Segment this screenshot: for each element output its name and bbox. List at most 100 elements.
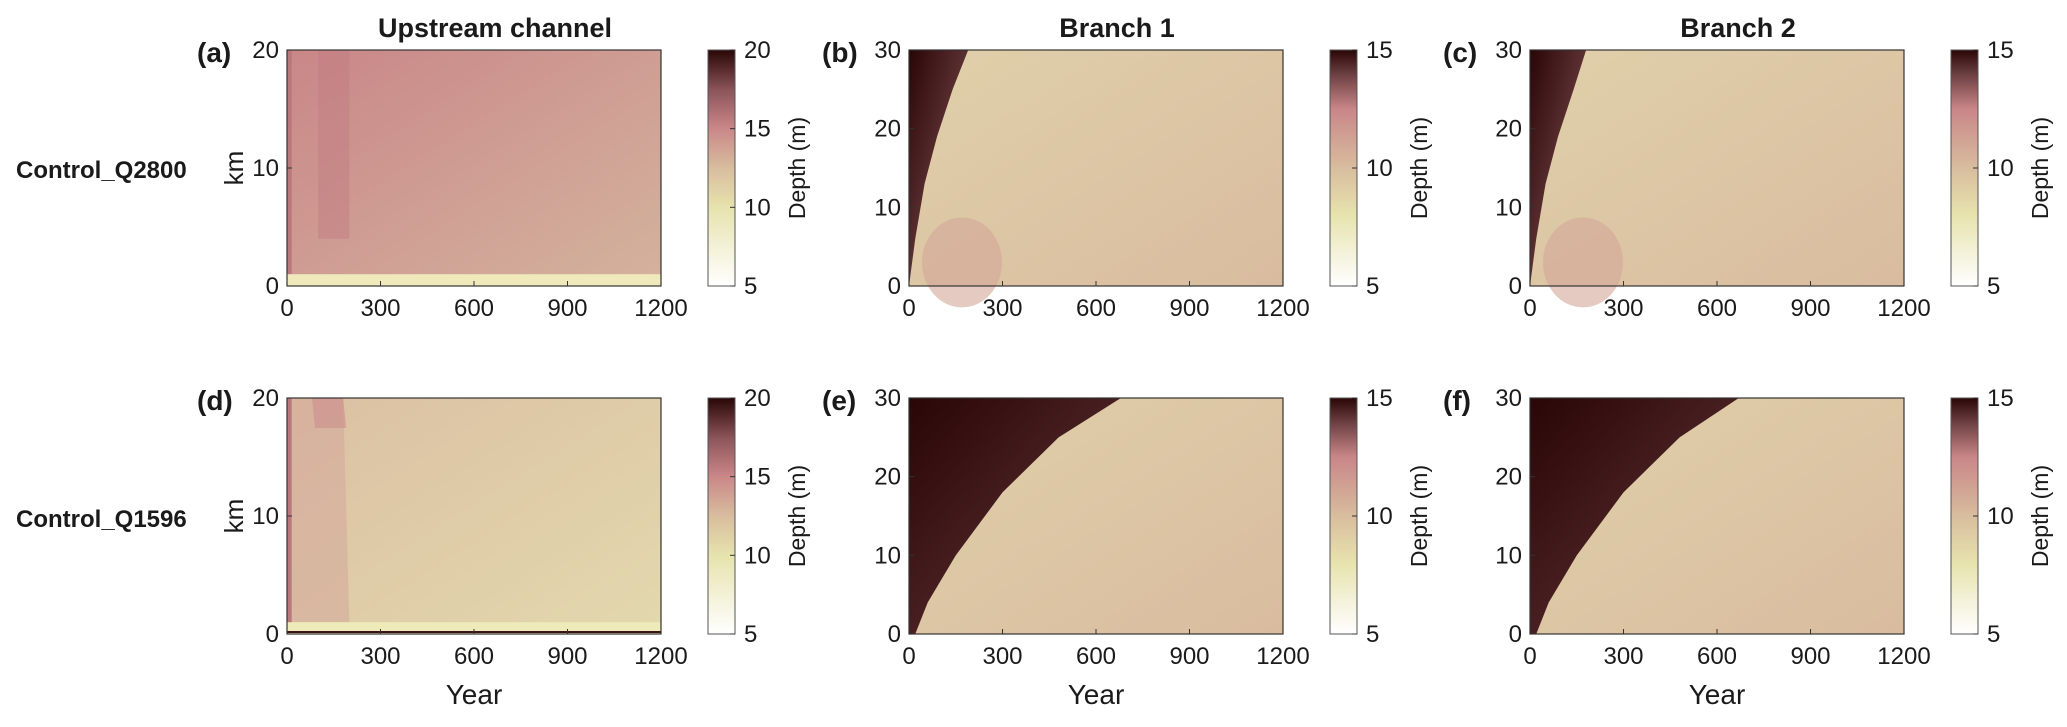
- y-tick-label: 10: [1495, 194, 1522, 221]
- x-tick-label: 900: [1790, 643, 1830, 670]
- colorbar-label: Depth (m): [2027, 117, 2053, 219]
- y-tick-label: 20: [252, 385, 279, 412]
- colorbar-tick-label: 15: [744, 116, 771, 143]
- colorbar-tick-label: 15: [1366, 37, 1393, 64]
- depth-front: [909, 398, 1121, 634]
- colorbar-tick-label: 10: [1987, 503, 2014, 530]
- x-tick-label: 600: [454, 643, 494, 670]
- y-tick-label: 30: [1495, 37, 1522, 64]
- colorbar-label: Depth (m): [2027, 465, 2053, 567]
- y-axis-label: km: [219, 499, 249, 534]
- panel-a: 0 300 600 900 1200 0 10 20 (a) km 5 10 15 20 Depth (m): [197, 37, 810, 322]
- y-tick-label: 20: [1495, 116, 1522, 143]
- x-tick-label: 600: [1697, 643, 1737, 670]
- row-label-q1596: Control_Q1596: [16, 506, 187, 533]
- x-tick-label: 0: [280, 295, 293, 322]
- x-axis-label: Year: [1689, 679, 1746, 710]
- y-tick-label: 10: [874, 542, 901, 569]
- depth-front: [1530, 50, 1587, 286]
- y-tick-label: 20: [1495, 464, 1522, 491]
- depth-front: [1530, 398, 1739, 634]
- x-tick-label: 1200: [634, 643, 687, 670]
- panel-f: 0 300 600 900 1200 0 10 20 30 (f) Year 5 10 15 Depth (…: [1443, 385, 2053, 710]
- colorbar-tick-label: 20: [744, 37, 771, 64]
- y-tick-label: 30: [874, 37, 901, 64]
- x-tick-label: 1200: [634, 295, 687, 322]
- y-tick-label: 0: [888, 273, 901, 300]
- y-tick-label: 20: [252, 37, 279, 64]
- colorbar-tick-label: 10: [1366, 155, 1393, 182]
- x-tick-label: 300: [1603, 643, 1643, 670]
- y-tick-label: 30: [874, 385, 901, 412]
- panel-label: (f): [1443, 385, 1471, 416]
- x-tick-label: 300: [982, 295, 1022, 322]
- y-tick-label: 0: [266, 273, 279, 300]
- heatmap-deep-band: [318, 50, 350, 239]
- depth-front: [909, 50, 969, 286]
- y-tick-label: 30: [1495, 385, 1522, 412]
- y-tick-label: 0: [1509, 621, 1522, 648]
- colorbar-tick-label: 15: [744, 464, 771, 491]
- x-tick-label: 0: [1523, 295, 1536, 322]
- x-tick-label: 900: [547, 295, 587, 322]
- panel-e: 0 300 600 900 1200 0 10 20 30 (e) Year 5 10 15 Depth (…: [822, 385, 1432, 710]
- colorbar: [707, 397, 736, 635]
- x-tick-label: 900: [1790, 295, 1830, 322]
- panel-label: (a): [197, 37, 231, 68]
- x-tick-label: 300: [1603, 295, 1643, 322]
- heatmap-shallow-bottom: [287, 274, 661, 286]
- colorbar-label: Depth (m): [784, 117, 810, 219]
- y-tick-label: 0: [1509, 273, 1522, 300]
- x-tick-label: 600: [1697, 295, 1737, 322]
- colorbar-tick-label: 5: [1987, 621, 2000, 648]
- colorbar-tick-label: 5: [1366, 621, 1379, 648]
- panel-b: 0 300 600 900 1200 0 10 20 30 (b) 5 10 15 Depth (m): [822, 37, 1432, 322]
- y-tick-label: 20: [874, 464, 901, 491]
- colorbar-tick-label: 10: [1987, 155, 2014, 182]
- panel-label: (b): [822, 37, 858, 68]
- x-tick-label: 1200: [1877, 295, 1930, 322]
- y-axis-label: km: [219, 151, 249, 186]
- panel-label: (d): [197, 385, 233, 416]
- column-title-branch-2: Branch 2: [1680, 13, 1796, 43]
- y-tick-label: 10: [252, 503, 279, 530]
- colorbar-tick-label: 5: [1366, 273, 1379, 300]
- colorbar-tick-label: 15: [1366, 385, 1393, 412]
- heatmap-deep-band: [291, 398, 350, 623]
- colorbar-tick-label: 10: [1366, 503, 1393, 530]
- heatmap-field: [287, 398, 661, 634]
- x-axis-label: Year: [446, 679, 503, 710]
- x-tick-label: 300: [360, 643, 400, 670]
- colorbar-tick-label: 15: [1987, 385, 2014, 412]
- panel-c: 0 300 600 900 1200 0 10 20 30 (c) 5 10 15 Depth (m): [1443, 37, 2053, 322]
- y-tick-label: 10: [1495, 542, 1522, 569]
- heatmap-shallow-bottom: [287, 622, 661, 634]
- x-tick-label: 600: [1076, 643, 1116, 670]
- x-tick-label: 900: [1169, 643, 1209, 670]
- panel-d: 0 300 600 900 1200 0 10 20 (d) km Year 5 10 15 20 Depth…: [197, 385, 810, 710]
- colorbar-label: Depth (m): [1406, 117, 1432, 219]
- colorbar-tick-label: 10: [744, 542, 771, 569]
- colorbar: [707, 49, 736, 287]
- y-tick-label: 10: [874, 194, 901, 221]
- x-tick-label: 0: [280, 643, 293, 670]
- colorbar-tick-label: 5: [744, 621, 757, 648]
- x-tick-label: 300: [360, 295, 400, 322]
- x-tick-label: 0: [1523, 643, 1536, 670]
- y-tick-label: 10: [252, 155, 279, 182]
- heatmap-deep-top: [311, 398, 347, 428]
- x-tick-label: 1200: [1256, 643, 1309, 670]
- colorbar-label: Depth (m): [784, 465, 810, 567]
- x-tick-label: 0: [902, 295, 915, 322]
- panel-label: (e): [822, 385, 856, 416]
- y-tick-label: 0: [266, 621, 279, 648]
- x-tick-label: 1200: [1256, 295, 1309, 322]
- heatmap-field: [287, 50, 661, 286]
- heatmap-deep-spot: [1542, 217, 1623, 308]
- panel-label: (c): [1443, 37, 1477, 68]
- x-tick-label: 1200: [1877, 643, 1930, 670]
- colorbar-tick-label: 5: [1987, 273, 2000, 300]
- x-tick-label: 600: [454, 295, 494, 322]
